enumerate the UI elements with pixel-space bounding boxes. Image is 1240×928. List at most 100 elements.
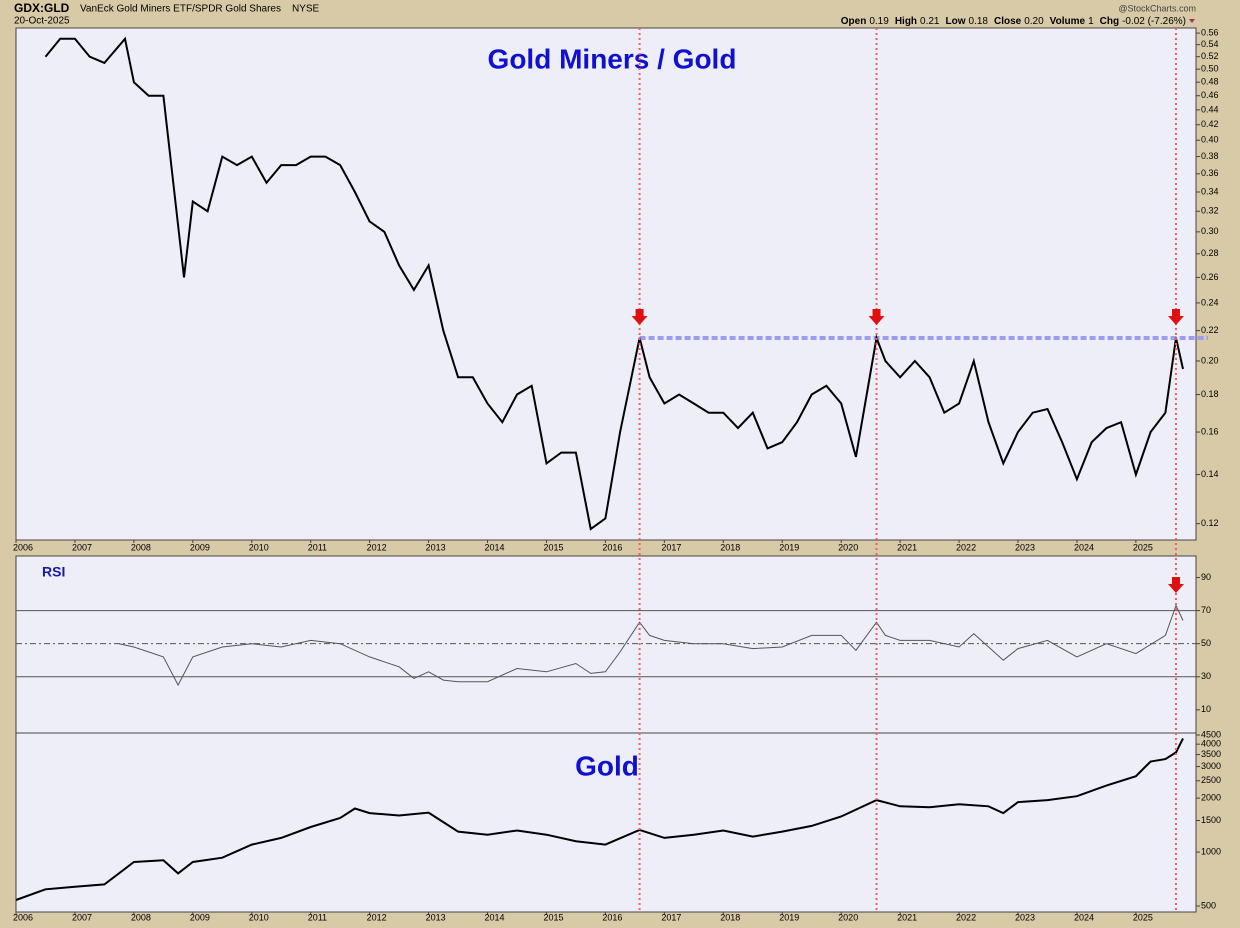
x-tick-label: 2014 xyxy=(485,912,505,922)
y-tick-label: 0.20 xyxy=(1201,355,1219,365)
x-tick-label: 2024 xyxy=(1074,912,1094,922)
price-line xyxy=(15,738,1184,901)
panel-title: Gold xyxy=(575,750,639,781)
x-tick-label: 2018 xyxy=(720,912,740,922)
y-tick-label: 0.22 xyxy=(1201,325,1219,335)
marker-arrow xyxy=(1167,309,1184,325)
y-tick-label: 3500 xyxy=(1201,749,1221,759)
quote-value: -0.02 (-7.26%) xyxy=(1122,16,1186,27)
x-tick-label: 2015 xyxy=(543,912,563,922)
x-tick-label: 2013 xyxy=(426,542,446,552)
y-tick-label: 0.18 xyxy=(1201,389,1219,399)
quote-text: Open 0.19 High 0.21 Low 0.18 Close 0.20 Volume 1 C… xyxy=(841,16,1186,27)
x-tick-label: 2006 xyxy=(13,542,33,552)
x-tick-label: 2010 xyxy=(249,912,269,922)
symbol: GDX:GLD xyxy=(14,1,70,15)
x-tick-label: 2017 xyxy=(661,912,681,922)
quote-value: 0.19 xyxy=(869,16,889,27)
y-tick-label: 4500 xyxy=(1201,729,1221,739)
marker-arrow xyxy=(1167,577,1184,593)
x-tick-label: 2020 xyxy=(838,912,858,922)
x-tick-label: 2025 xyxy=(1133,542,1153,552)
y-tick-label: 70 xyxy=(1201,605,1211,615)
y-tick-label: 1000 xyxy=(1201,846,1221,856)
y-tick-label: 0.26 xyxy=(1201,272,1219,282)
x-tick-label: 2011 xyxy=(308,912,327,922)
quote-label: Close xyxy=(994,16,1022,27)
y-tick-label: 0.12 xyxy=(1201,518,1219,528)
y-tick-label: 50 xyxy=(1201,638,1211,648)
y-tick-label: 0.16 xyxy=(1201,426,1219,436)
security-name: VanEck Gold Miners ETF/SPDR Gold Shares xyxy=(80,4,281,15)
price-line xyxy=(44,36,1184,531)
x-tick-label: 2024 xyxy=(1074,542,1094,552)
y-tick-label: 0.28 xyxy=(1201,248,1219,258)
x-tick-label: 2021 xyxy=(897,912,917,922)
y-tick-label: 0.14 xyxy=(1201,469,1219,479)
quote-label: Open xyxy=(841,16,867,27)
y-tick-label: 0.38 xyxy=(1201,151,1219,161)
plot-area xyxy=(15,732,1197,913)
x-tick-label: 2020 xyxy=(838,542,858,552)
x-tick-label: 2025 xyxy=(1133,912,1153,922)
x-tick-label: 2009 xyxy=(190,542,210,552)
y-tick-label: 0.54 xyxy=(1201,39,1219,49)
x-tick-label: 2012 xyxy=(367,542,387,552)
y-tick-label: 0.24 xyxy=(1201,297,1219,307)
marker-arrow xyxy=(631,309,648,325)
y-tick-label: 0.40 xyxy=(1201,135,1219,145)
x-tick-label: 2023 xyxy=(1015,912,1035,922)
x-tick-label: 2022 xyxy=(956,912,976,922)
y-tick-label: 4000 xyxy=(1201,739,1221,749)
date: 20-Oct-2025 xyxy=(14,16,70,27)
y-tick-label: 0.34 xyxy=(1201,186,1219,196)
y-tick-label: 1500 xyxy=(1201,815,1221,825)
y-tick-label: 30 xyxy=(1201,671,1211,681)
x-tick-label: 2010 xyxy=(249,542,269,552)
x-tick-label: 2009 xyxy=(190,912,210,922)
x-tick-label: 2016 xyxy=(602,912,622,922)
y-tick-label: 0.46 xyxy=(1201,90,1219,100)
x-tick-label: 2007 xyxy=(72,542,92,552)
quote-label: Low xyxy=(946,16,966,27)
x-tick-label: 2014 xyxy=(485,542,505,552)
x-tick-label: 2007 xyxy=(72,912,92,922)
y-tick-label: 500 xyxy=(1201,900,1216,910)
y-tick-label: 0.30 xyxy=(1201,226,1219,236)
panel-title: Gold Miners / Gold xyxy=(488,43,737,74)
x-tick-label: 2019 xyxy=(779,912,799,922)
quote-value: 0.18 xyxy=(969,16,989,27)
x-tick-label: 2021 xyxy=(897,542,917,552)
x-tick-label: 2015 xyxy=(543,542,563,552)
quote-label: High xyxy=(895,16,917,27)
x-tick-label: 2017 xyxy=(661,542,681,552)
plot-area xyxy=(15,555,1197,734)
quote-value: 0.21 xyxy=(920,16,940,27)
price-line xyxy=(118,604,1184,687)
dropdown-icon xyxy=(1189,19,1195,23)
y-tick-label: 90 xyxy=(1201,572,1211,582)
y-tick-label: 0.56 xyxy=(1201,27,1219,37)
marker-arrow xyxy=(868,309,885,325)
y-tick-label: 0.44 xyxy=(1201,104,1219,114)
quote-value: 0.20 xyxy=(1024,16,1044,27)
y-tick-label: 2000 xyxy=(1201,792,1221,802)
y-tick-label: 0.52 xyxy=(1201,51,1219,61)
x-tick-label: 2012 xyxy=(367,912,387,922)
x-tick-label: 2016 xyxy=(602,542,622,552)
y-tick-label: 3000 xyxy=(1201,761,1221,771)
panel-title: RSI xyxy=(42,564,65,580)
x-tick-label: 2006 xyxy=(13,912,33,922)
exchange: NYSE xyxy=(292,4,320,15)
y-tick-label: 0.36 xyxy=(1201,168,1219,178)
plot-area xyxy=(15,27,1197,541)
y-tick-label: 0.42 xyxy=(1201,119,1219,129)
x-tick-label: 2023 xyxy=(1015,542,1035,552)
y-tick-label: 10 xyxy=(1201,704,1211,714)
y-tick-label: 0.32 xyxy=(1201,206,1219,216)
y-tick-label: 0.50 xyxy=(1201,64,1219,74)
y-tick-label: 0.48 xyxy=(1201,77,1219,87)
x-tick-label: 2019 xyxy=(779,542,799,552)
x-tick-label: 2013 xyxy=(426,912,446,922)
